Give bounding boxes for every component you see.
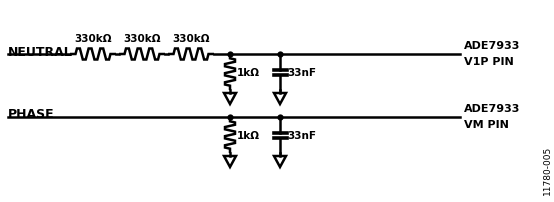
Text: 1kΩ: 1kΩ xyxy=(237,130,260,140)
Text: 330kΩ: 330kΩ xyxy=(74,34,112,44)
Text: 330kΩ: 330kΩ xyxy=(123,34,161,44)
Text: ADE7933: ADE7933 xyxy=(464,103,520,114)
Text: PHASE: PHASE xyxy=(8,108,55,121)
Text: 33nF: 33nF xyxy=(287,68,316,78)
Text: 1kΩ: 1kΩ xyxy=(237,68,260,78)
Text: V1P PIN: V1P PIN xyxy=(464,57,514,67)
Text: NEUTRAL: NEUTRAL xyxy=(8,45,73,58)
Text: 330kΩ: 330kΩ xyxy=(172,34,210,44)
Text: 11780-005: 11780-005 xyxy=(542,145,551,194)
Text: ADE7933: ADE7933 xyxy=(464,41,520,51)
Text: VM PIN: VM PIN xyxy=(464,119,509,129)
Text: 33nF: 33nF xyxy=(287,130,316,140)
